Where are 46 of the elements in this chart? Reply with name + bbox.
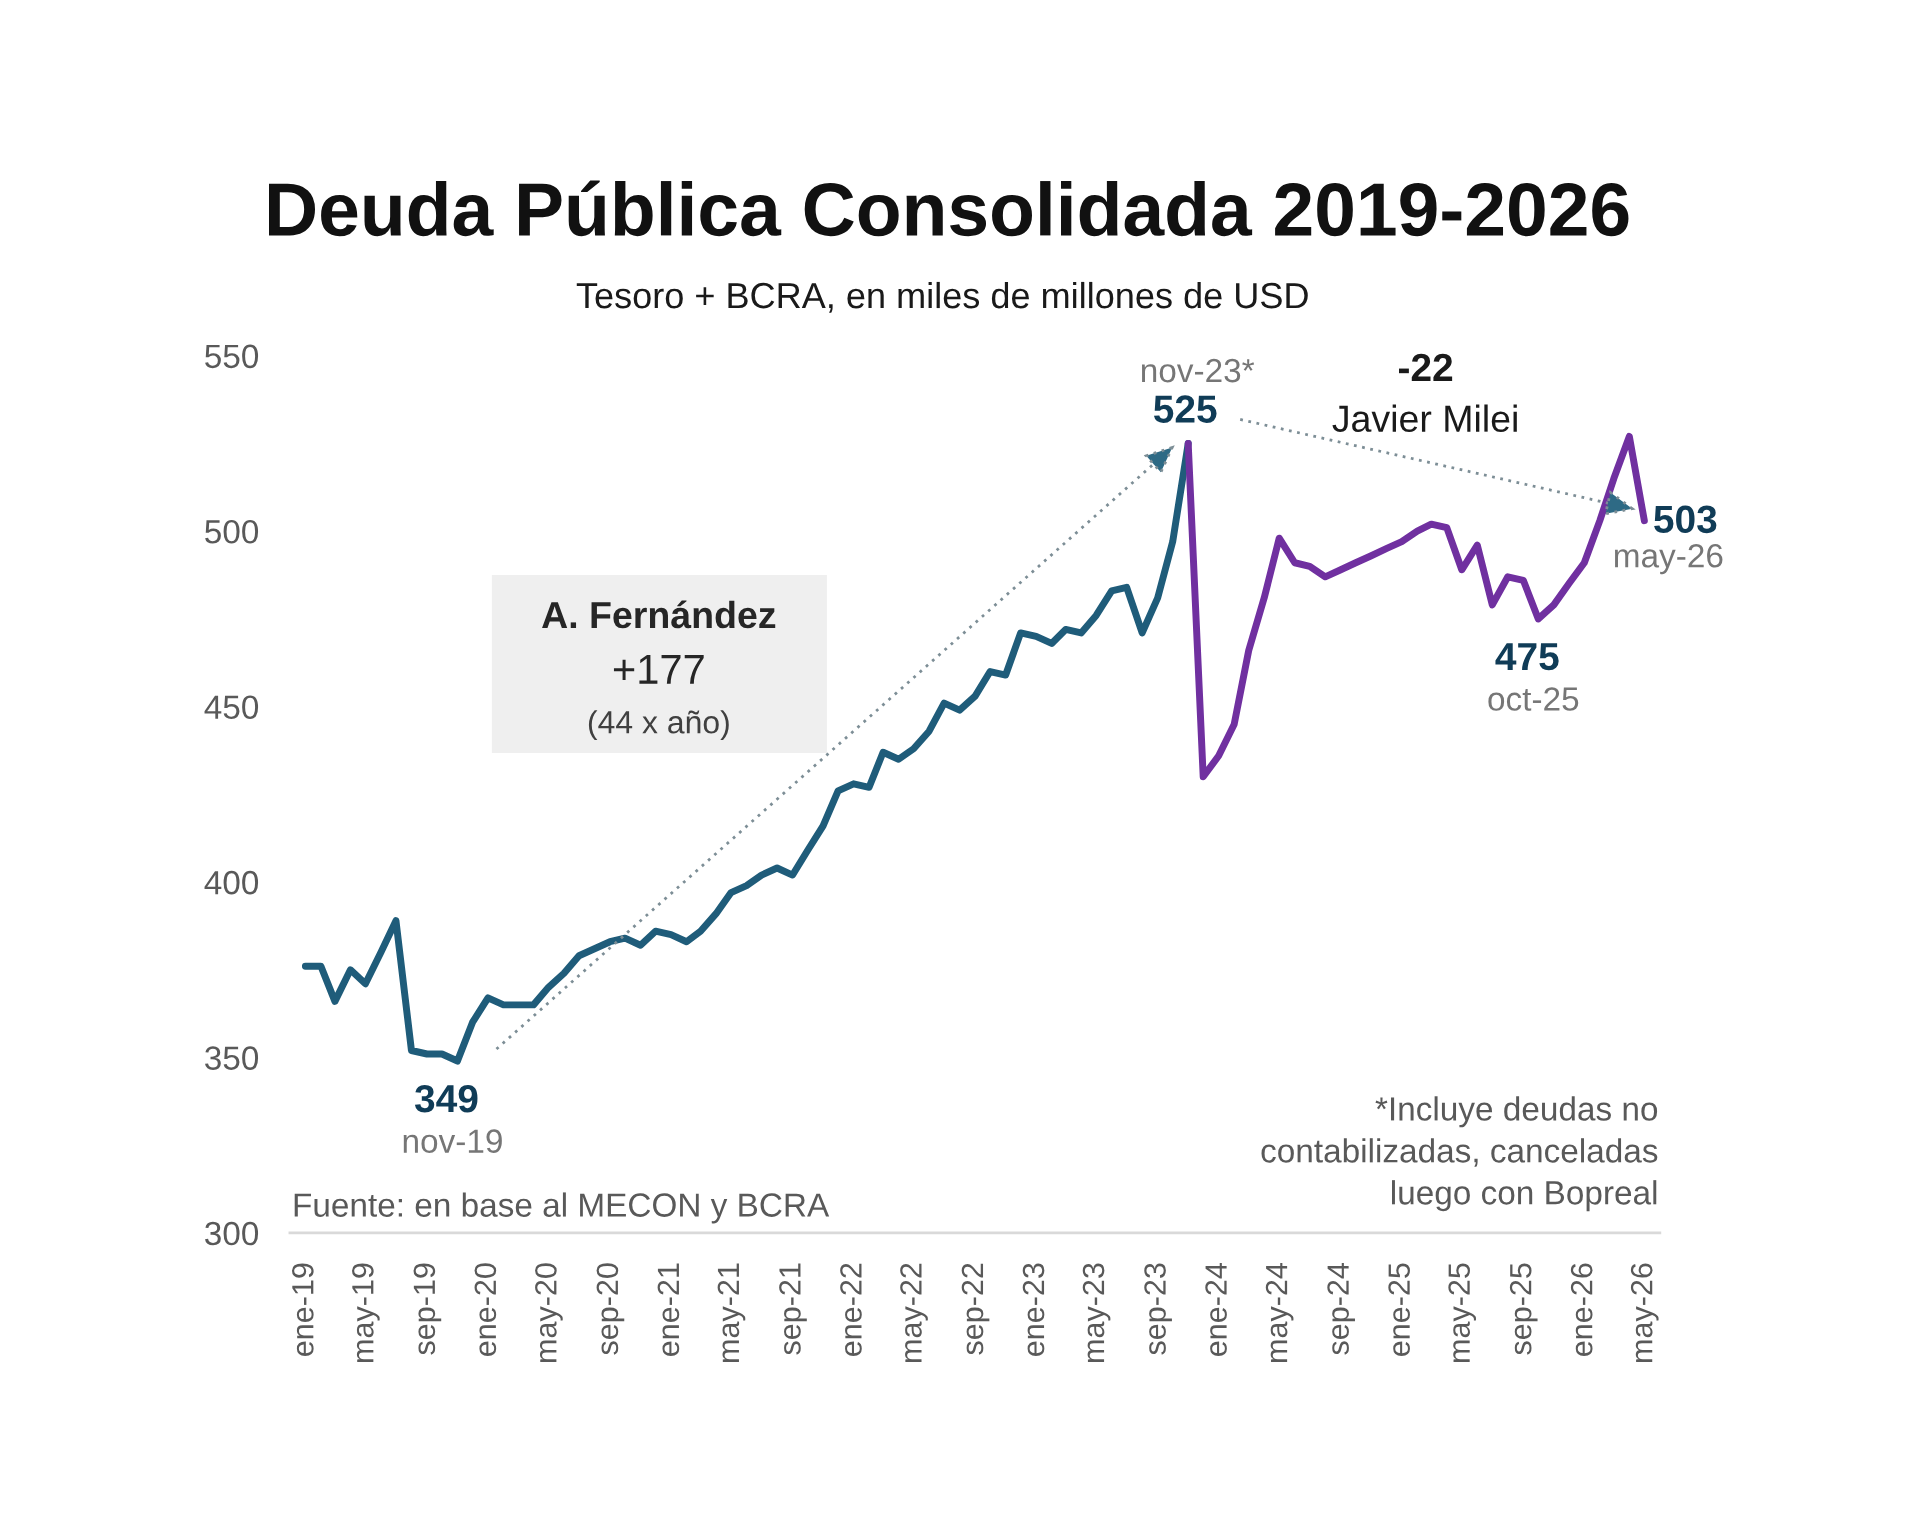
data-label: 475 xyxy=(1495,643,1559,671)
x-tick-label: ene-25 xyxy=(1388,1263,1410,1356)
y-tick-label: 350 xyxy=(205,1046,259,1070)
y-tick-label: 450 xyxy=(204,695,259,720)
x-tick-label: ene-26 xyxy=(1570,1263,1593,1356)
x-tick-label: ene-23 xyxy=(1022,1263,1045,1356)
chart-title: Deuda Pública Consolidada 2019-2026 xyxy=(269,180,1629,237)
x-tick-label: may-25 xyxy=(1448,1263,1477,1362)
annotation: A. Fernández xyxy=(542,600,776,629)
y-tick-label: 300 xyxy=(205,1221,259,1246)
x-tick-label: ene-19 xyxy=(291,1263,314,1356)
x-tick-label: ene-22 xyxy=(840,1263,862,1356)
x-tick-label: may-26 xyxy=(1630,1263,1659,1362)
x-tick-label: sep-20 xyxy=(596,1263,625,1355)
x-tick-label: may-21 xyxy=(717,1263,746,1362)
annotation: -22 xyxy=(1399,353,1453,381)
x-tick-label: sep-24 xyxy=(1327,1263,1355,1355)
x-tick-label: may-19 xyxy=(352,1263,380,1362)
annotation: nov-23* xyxy=(1141,358,1255,383)
data-label: 503 xyxy=(1654,505,1717,534)
x-tick-label: ene-24 xyxy=(1205,1263,1227,1356)
annotation: oct-25 xyxy=(1488,687,1579,711)
data-label: 349 xyxy=(414,1084,478,1113)
y-tick-label: 500 xyxy=(205,519,259,544)
x-tick-label: may-23 xyxy=(1082,1263,1111,1362)
annotation: Javier Milei xyxy=(1332,404,1517,433)
x-tick-label: sep-21 xyxy=(779,1263,807,1355)
data-label: 525 xyxy=(1153,395,1217,423)
x-tick-label: may-20 xyxy=(535,1263,563,1362)
x-tick-label: ene-20 xyxy=(474,1263,497,1356)
chart-subtitle: Tesoro + BCRA, en miles de millones de USD xyxy=(576,281,1308,313)
annotation: may-26 xyxy=(1614,543,1723,575)
annotation: *Incluye deudas no contabilizadas, canceladas luego con Bopreal xyxy=(1261,1096,1658,1212)
x-tick-label: sep-22 xyxy=(961,1263,990,1355)
annotation: Fuente: en base al MECON y BCRA xyxy=(294,1192,830,1224)
x-tick-label: sep-25 xyxy=(1509,1263,1538,1355)
x-tick-label: may-22 xyxy=(900,1263,928,1362)
y-tick-label: 400 xyxy=(204,870,259,895)
annotation: (44 x año) xyxy=(588,710,729,740)
annotation: +177 xyxy=(613,655,704,684)
x-tick-label: ene-21 xyxy=(657,1263,680,1356)
x-tick-label: sep-23 xyxy=(1144,1263,1172,1355)
x-tick-label: sep-19 xyxy=(413,1263,442,1355)
annotation: nov-19 xyxy=(403,1129,502,1153)
y-tick-label: 550 xyxy=(205,344,259,369)
x-tick-label: may-24 xyxy=(1265,1263,1294,1362)
